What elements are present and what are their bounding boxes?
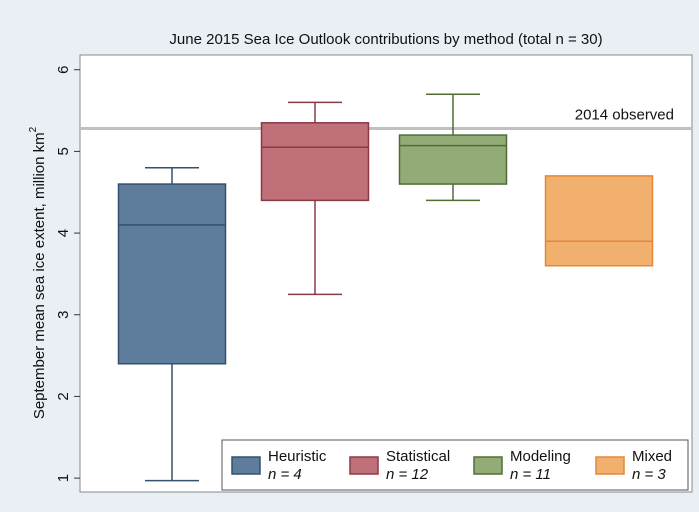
y-axis-label-sup: 2	[28, 126, 39, 132]
box	[260, 122, 370, 202]
legend-swatch	[473, 456, 503, 475]
y-axis-label: September mean sea ice extent, million k…	[28, 126, 48, 419]
y-tick-label: 4	[55, 229, 72, 237]
legend-n: n = 4	[268, 466, 302, 483]
y-tick-label: 6	[55, 66, 72, 74]
y-axis-label-text: September mean sea ice extent, million k…	[31, 132, 48, 419]
legend-label: Modeling	[510, 448, 571, 465]
legend-label: Mixed	[632, 448, 672, 465]
legend-label: Statistical	[386, 448, 450, 465]
y-tick-label: 2	[55, 392, 72, 400]
y-tick-label: 1	[55, 474, 72, 482]
chart-title: June 2015 Sea Ice Outlook contributions …	[169, 31, 602, 48]
reference-label: 2014 observed	[575, 106, 674, 123]
box	[544, 175, 654, 267]
legend-swatch	[349, 456, 379, 475]
y-tick-label: 5	[55, 147, 72, 155]
legend-n: n = 12	[386, 466, 429, 483]
legend-swatch	[231, 456, 261, 475]
legend-label: Heuristic	[268, 448, 327, 465]
legend-n: n = 3	[632, 466, 666, 483]
legend-n: n = 11	[510, 466, 551, 483]
y-tick-label: 3	[55, 311, 72, 319]
box	[117, 183, 227, 365]
legend-swatch	[595, 456, 625, 475]
box	[398, 134, 508, 185]
